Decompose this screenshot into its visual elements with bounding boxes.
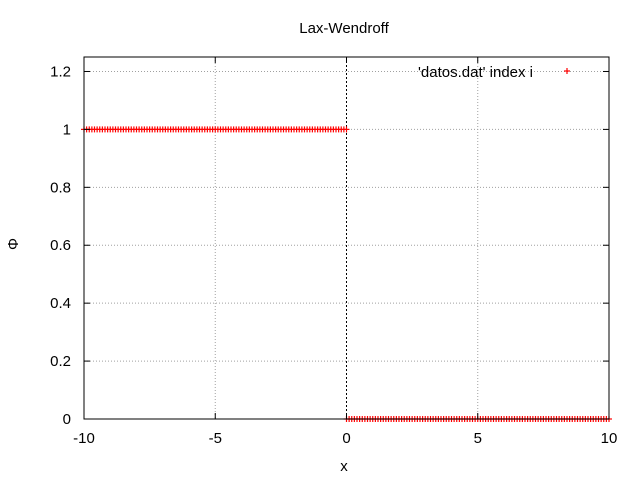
x-tick-label: 10 (601, 430, 618, 447)
y-tick-label: 1.2 (50, 63, 71, 80)
legend: 'datos.dat' index i (418, 64, 570, 81)
x-tick-labels: -10 -5 0 5 10 (73, 430, 617, 447)
legend-marker-plus (564, 68, 570, 74)
y-tick-label: 1 (63, 121, 71, 138)
legend-entry-label: 'datos.dat' index i (418, 64, 533, 81)
y-tick-label: 0 (63, 411, 71, 428)
x-tick-label: 0 (342, 430, 350, 447)
y-tick-label: 0.2 (50, 353, 71, 370)
chart-title: Lax-Wendroff (299, 20, 389, 37)
data-point (343, 126, 350, 133)
x-axis-label: x (340, 458, 348, 475)
y-tick-labels: 0 0.2 0.4 0.6 0.8 1 1.2 (50, 63, 71, 428)
y-tick-label: 0.4 (50, 295, 71, 312)
x-tick-label: 5 (474, 430, 482, 447)
plot-frame (83, 56, 610, 420)
y-axis-label: Φ (5, 238, 22, 250)
legend-marker (564, 68, 570, 74)
y-tick-label: 0.8 (50, 179, 71, 196)
y-tick-label: 0.6 (50, 237, 71, 254)
x-tick-label: -10 (73, 430, 95, 447)
x-tick-label: -5 (209, 430, 222, 447)
